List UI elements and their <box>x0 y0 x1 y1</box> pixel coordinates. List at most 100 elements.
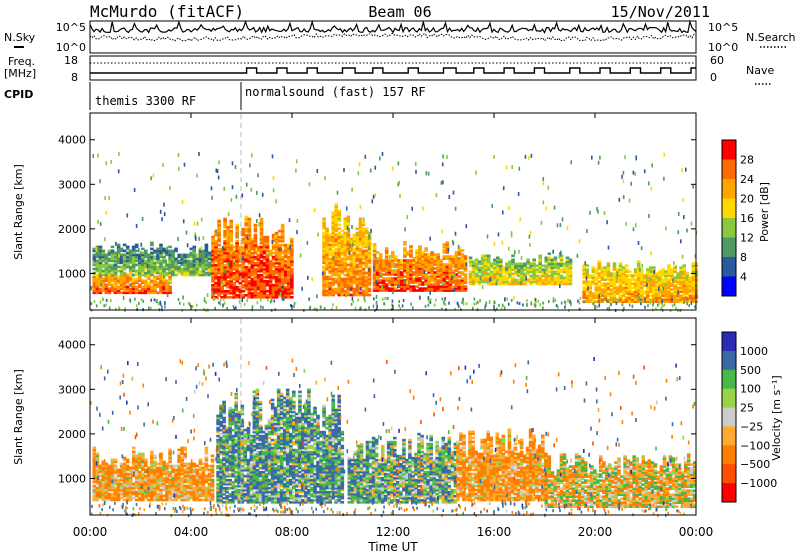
heatmap-cell <box>637 260 641 263</box>
heatmap-cell <box>228 262 230 266</box>
heatmap-cell <box>623 171 625 175</box>
heatmap-cell <box>192 305 194 308</box>
heatmap-cell <box>132 451 136 454</box>
heatmap-cell <box>289 245 291 249</box>
heatmap-cell <box>322 218 326 221</box>
heatmap-cell <box>105 304 107 307</box>
heatmap-cell <box>153 174 155 178</box>
heatmap-cell <box>609 306 611 309</box>
heatmap-cell <box>123 244 127 247</box>
heatmap-cell <box>196 465 200 468</box>
heatmap-cell <box>472 307 474 310</box>
heatmap-cell <box>343 168 345 172</box>
heatmap-cell <box>444 298 446 301</box>
heatmap-cell <box>389 255 391 259</box>
heatmap-cell <box>436 253 440 256</box>
heatmap-cell <box>239 300 241 304</box>
heatmap-cell <box>262 193 264 197</box>
heatmap-cell <box>359 162 361 166</box>
heatmap-cell <box>685 272 689 275</box>
heatmap-cell <box>153 250 157 253</box>
heatmap-cell <box>428 296 430 300</box>
heatmap-cell <box>118 152 120 156</box>
heatmap-cell <box>683 198 685 202</box>
heatmap-cell <box>232 161 234 165</box>
heatmap-cell <box>519 302 521 305</box>
heatmap-cell <box>693 299 695 302</box>
heatmap-cell <box>375 254 377 258</box>
heatmap-cell <box>135 286 139 289</box>
heatmap-cell <box>418 277 422 280</box>
heatmap-cell <box>553 297 555 300</box>
heatmap-cell <box>502 241 504 245</box>
heatmap-cell <box>333 256 335 260</box>
heatmap-cell <box>254 224 258 227</box>
heatmap-cell <box>518 250 520 254</box>
heatmap-cell <box>100 222 102 226</box>
heatmap-cell <box>502 210 504 214</box>
heatmap-cell <box>498 304 500 307</box>
heatmap-cell <box>442 180 444 184</box>
heatmap-cell <box>174 258 178 261</box>
heatmap-cell <box>640 302 642 305</box>
heatmap-cell <box>193 246 197 249</box>
heatmap-cell <box>489 278 491 282</box>
heatmap-cell <box>174 274 178 277</box>
heatmap-cell <box>464 273 468 276</box>
heatmap-cell <box>309 182 311 186</box>
heatmap-cell <box>548 275 552 278</box>
heatmap-cell <box>397 289 401 292</box>
heatmap-cell <box>381 286 383 290</box>
heatmap-cell <box>144 272 148 275</box>
heatmap-cell <box>476 302 478 305</box>
heatmap-cell <box>254 256 258 259</box>
heatmap-cell <box>215 230 217 234</box>
heatmap-cell <box>372 199 374 203</box>
heatmap-cell <box>259 213 261 217</box>
heatmap-cell <box>235 294 239 297</box>
heatmap-cell <box>458 271 462 274</box>
heatmap-cell <box>628 278 632 281</box>
heatmap-cell <box>310 306 312 309</box>
heatmap-cell <box>163 203 165 207</box>
heatmap-cell <box>376 305 378 308</box>
heatmap-cell <box>544 270 546 274</box>
heatmap-cell <box>256 191 258 195</box>
heatmap-cell <box>222 282 224 286</box>
heatmap-cell <box>373 305 375 308</box>
heatmap-cell <box>418 287 422 290</box>
heatmap-cell <box>135 270 139 273</box>
heatmap-cell <box>365 155 367 159</box>
heatmap-cell <box>522 303 524 306</box>
heatmap-cell <box>289 218 291 222</box>
heatmap-cell <box>506 165 508 169</box>
heatmap-cell <box>99 179 101 183</box>
heatmap-cell <box>254 268 258 271</box>
heatmap-cell <box>385 247 389 250</box>
heatmap-cell <box>680 239 682 243</box>
heatmap-cell <box>106 211 108 215</box>
heatmap-cell <box>245 216 249 219</box>
heatmap-cell <box>246 183 248 187</box>
heatmap-cell <box>229 230 233 233</box>
heatmap-cell <box>337 191 339 195</box>
heatmap-cell <box>562 217 564 221</box>
heatmap-cell <box>347 268 351 271</box>
heatmap-cell <box>491 204 493 208</box>
heatmap-cell <box>448 248 450 252</box>
heatmap-cell <box>519 167 521 171</box>
heatmap-cell <box>349 244 351 248</box>
heatmap-cell <box>300 253 302 257</box>
heatmap-cell <box>511 259 515 262</box>
heatmap-cell <box>290 238 294 241</box>
heatmap-cell <box>652 266 656 269</box>
heatmap-cell <box>165 272 169 275</box>
heatmap-cell <box>640 298 642 301</box>
heatmap-cell <box>235 224 239 227</box>
cpid-mode-2: normalsound (fast) 157 RF <box>245 85 426 99</box>
heatmap-cell <box>604 211 606 215</box>
heatmap-cell <box>644 298 646 301</box>
heatmap-cell <box>623 307 625 310</box>
heatmap-cell <box>398 304 400 307</box>
